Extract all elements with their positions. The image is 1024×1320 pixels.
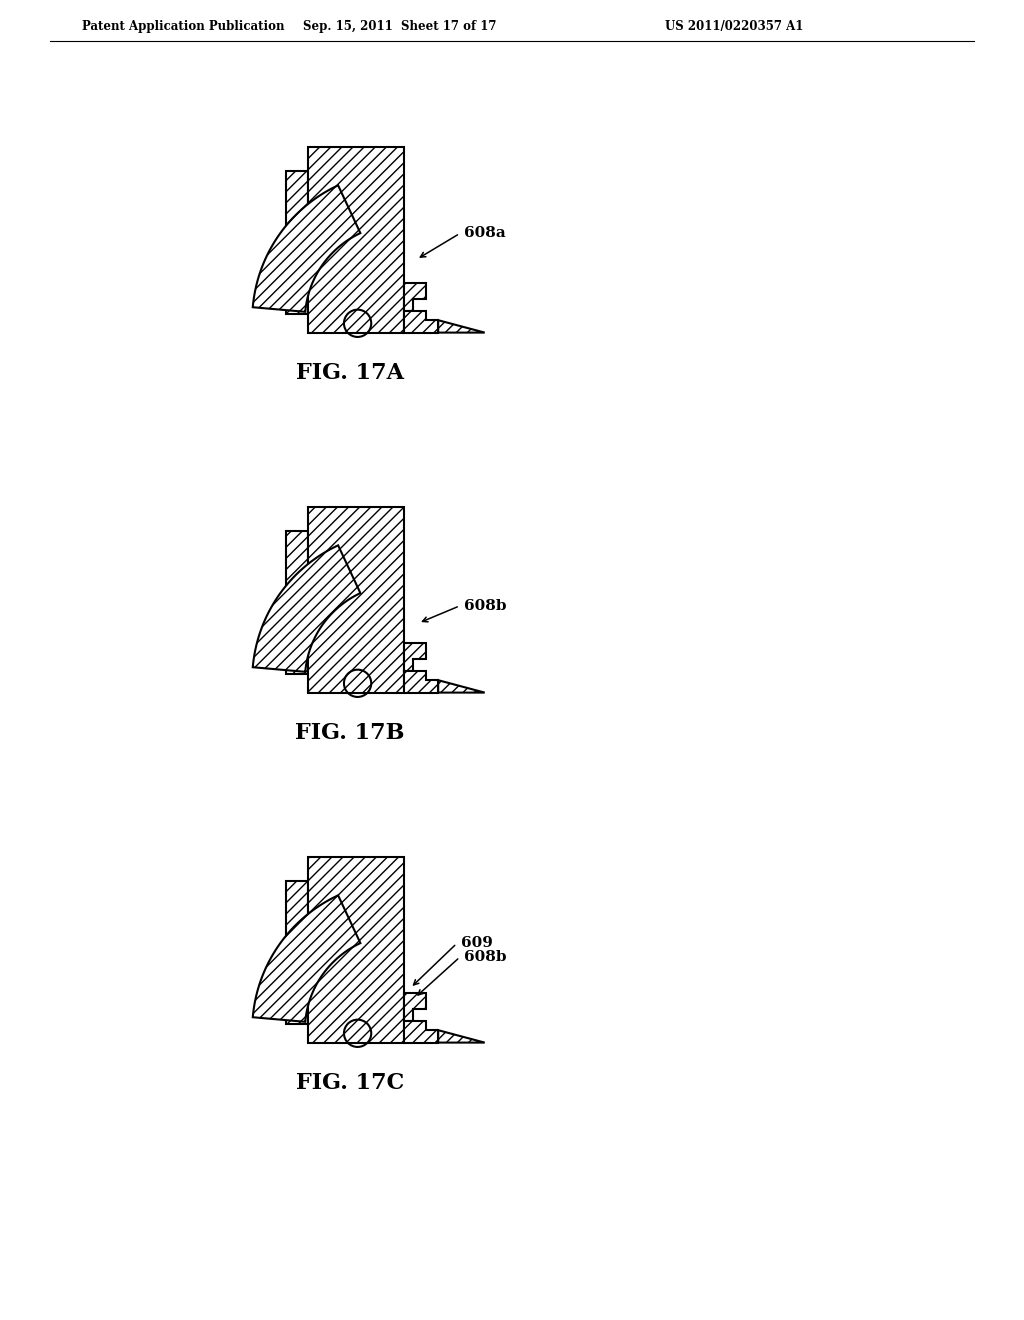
Text: FIG. 17B: FIG. 17B	[295, 722, 404, 744]
Polygon shape	[287, 882, 308, 1024]
Text: FIG. 17A: FIG. 17A	[296, 362, 404, 384]
Text: 608b: 608b	[464, 599, 507, 612]
Polygon shape	[287, 532, 308, 675]
Polygon shape	[404, 282, 426, 312]
Polygon shape	[438, 680, 484, 693]
Text: US 2011/0220357 A1: US 2011/0220357 A1	[665, 20, 804, 33]
Polygon shape	[404, 993, 426, 1020]
Polygon shape	[404, 312, 438, 333]
Polygon shape	[438, 321, 484, 333]
Text: 608a: 608a	[464, 227, 506, 240]
Polygon shape	[308, 507, 404, 693]
Polygon shape	[438, 1030, 484, 1043]
Polygon shape	[308, 857, 404, 1043]
Polygon shape	[287, 172, 308, 314]
Polygon shape	[404, 1020, 438, 1043]
Text: Sep. 15, 2011  Sheet 17 of 17: Sep. 15, 2011 Sheet 17 of 17	[303, 20, 497, 33]
Text: Patent Application Publication: Patent Application Publication	[82, 20, 285, 33]
Polygon shape	[404, 671, 438, 693]
Polygon shape	[253, 185, 360, 312]
Polygon shape	[253, 545, 360, 672]
Polygon shape	[404, 643, 426, 671]
Polygon shape	[308, 147, 404, 333]
Polygon shape	[253, 895, 360, 1022]
Text: FIG. 17C: FIG. 17C	[296, 1072, 404, 1094]
Text: 609: 609	[461, 936, 493, 950]
Text: 608b: 608b	[464, 950, 507, 964]
